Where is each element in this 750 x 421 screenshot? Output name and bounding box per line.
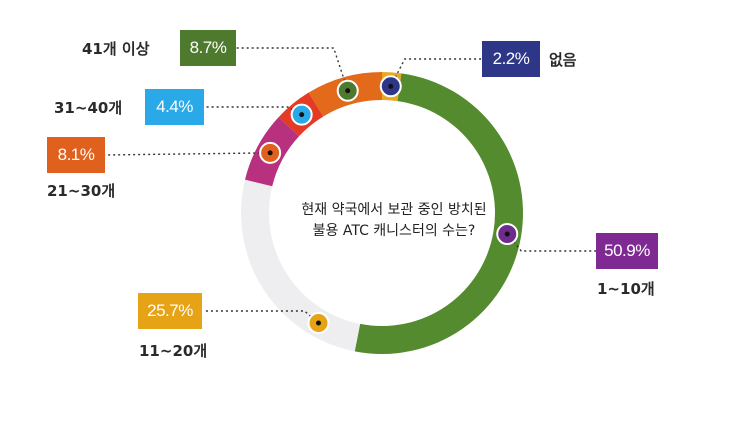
category-label-31-40: 31~40개 — [54, 99, 123, 117]
category-label-none: 없음 — [549, 51, 577, 69]
value-badge-none: 2.2% — [482, 41, 540, 77]
marker-center-none — [388, 83, 394, 89]
leader-line-21-30 — [104, 152, 271, 156]
value-badge-41-plus: 8.7% — [180, 30, 236, 66]
marker-center-31-40 — [299, 112, 305, 118]
leader-line-1-10 — [506, 233, 596, 252]
chart-title-line-1: 현재 약국에서 보관 중인 방치된 — [301, 202, 487, 218]
category-label-1-10: 1~10개 — [597, 280, 655, 298]
slice-1-10 — [354, 73, 524, 355]
leader-line-41-plus — [236, 47, 349, 91]
category-label-41-plus: 41개 이상 — [82, 40, 150, 58]
value-badge-21-30: 8.1% — [47, 137, 105, 173]
value-badge-31-40: 4.4% — [145, 89, 204, 125]
chart-title: 현재 약국에서 보관 중인 방치된 불용 ATC 캐니스터의 수는? — [283, 200, 505, 242]
chart-title-line-2: 불용 ATC 캐니스터의 수는? — [312, 223, 476, 239]
marker-center-41-plus — [345, 88, 351, 94]
category-label-11-20: 11~20개 — [139, 342, 208, 360]
slice-11-20 — [240, 179, 361, 352]
marker-center-1-10 — [504, 231, 510, 237]
category-label-21-30: 21~30개 — [47, 182, 116, 200]
value-badge-1-10: 50.9% — [596, 233, 658, 269]
value-badge-11-20: 25.7% — [138, 293, 202, 329]
marker-center-11-20 — [316, 320, 321, 326]
marker-center-21-30 — [267, 150, 273, 156]
